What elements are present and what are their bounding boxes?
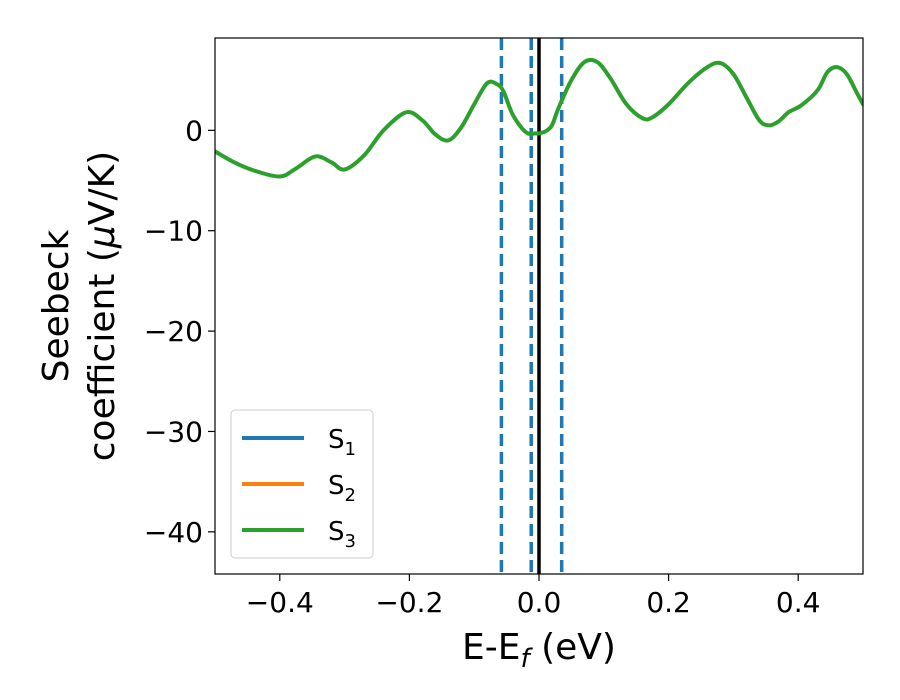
legend: S1 S2 S3 — [230, 409, 374, 559]
reference-lines — [499, 38, 564, 574]
legend-label-s3: S3 — [328, 517, 356, 552]
x-tick-label: 0.0 — [517, 586, 562, 619]
series-line-s3 — [215, 57, 863, 179]
x-tick-label: −0.2 — [375, 586, 443, 619]
y-axis-title: Seebeck coefficient (μV/K) — [36, 151, 123, 461]
x-tick-label: −0.4 — [246, 586, 314, 619]
y-axis-title-line2: coefficient (μV/K) — [82, 151, 123, 461]
x-tick-label: 0.4 — [776, 586, 821, 619]
y-axis-title-line1: Seebeck — [36, 229, 77, 382]
legend-label-s2: S2 — [328, 471, 356, 506]
x-axis-ticks: −0.4 −0.2 0.0 0.2 0.4 — [246, 574, 821, 619]
y-tick-label: −30 — [144, 415, 203, 448]
y-axis-ticks: −40 −30 −20 −10 0 — [144, 114, 215, 549]
x-axis-title: E-Ef (eV) — [462, 627, 616, 674]
series-lines — [215, 57, 863, 179]
x-tick-label: 0.2 — [646, 586, 691, 619]
y-tick-label: −20 — [144, 315, 203, 348]
y-tick-label: −40 — [144, 516, 203, 549]
legend-label-s1: S1 — [328, 425, 356, 460]
y-tick-label: −10 — [144, 215, 203, 248]
y-tick-label: 0 — [185, 114, 203, 147]
